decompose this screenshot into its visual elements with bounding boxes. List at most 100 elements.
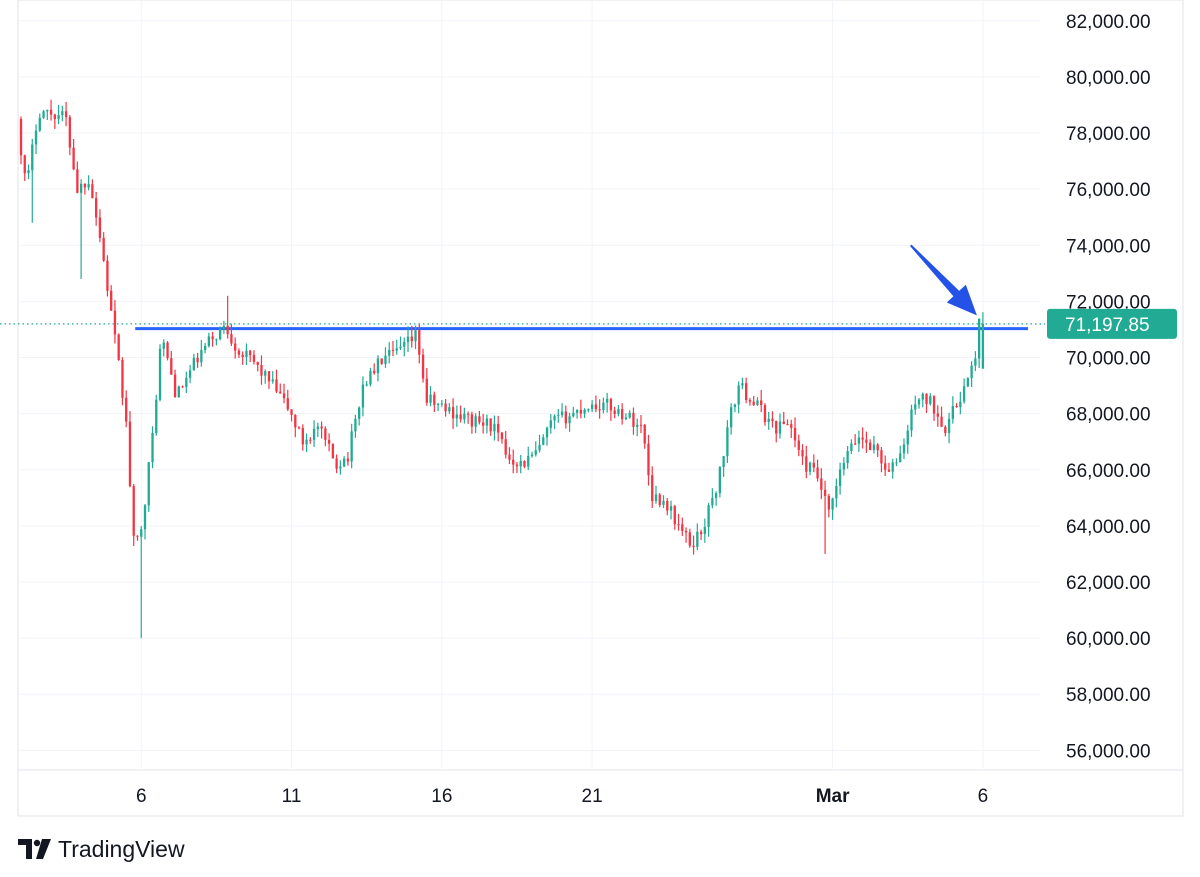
price-axis[interactable]: 82,000.00 80,000.00 78,000.00 76,000.00 74,0… [1066,12,1151,763]
candle-body [579,410,583,414]
candle-body [583,409,586,414]
candle-down [771,411,774,428]
candle-body [410,336,413,342]
candle-down [173,369,177,398]
candle-up [714,491,718,506]
candle-down [249,349,252,363]
candle-up [369,367,372,387]
candle-up [79,179,83,279]
candle-body [910,409,913,431]
candle-up [151,426,154,469]
time-tick-label: 11 [282,786,302,807]
candle-body [835,486,838,499]
candle-down [466,411,470,424]
candle-body [421,354,425,379]
candle-body [327,439,331,444]
candle-down [19,116,23,165]
candle-up [361,376,365,417]
candle-body [891,462,894,472]
candle-body [932,396,936,414]
candle-down [684,527,688,543]
candle-up [485,414,489,434]
candle-down [444,399,447,417]
candle-body [797,440,800,450]
candle-body [211,336,214,340]
tradingview-branding[interactable]: TradingView [18,832,185,866]
candle-body [433,394,436,405]
candle-body [436,403,440,405]
candle-body [301,428,304,445]
candle-body [936,413,939,417]
candle-body [470,414,474,427]
candle-body [790,424,793,428]
candle-down [936,405,939,427]
candle-down [564,405,567,429]
candle-body [587,409,590,411]
candle-down [688,528,691,548]
candle-down [940,406,943,427]
candle-up [729,403,733,435]
candle-body [512,459,515,465]
candle-body [684,530,688,533]
candle-body [222,325,226,329]
candle-up [519,454,522,474]
candle-down [346,452,350,466]
candle-body [177,386,180,398]
candle-body [632,412,635,427]
candle-down [955,403,958,408]
candle-body [256,361,259,365]
candle-body [76,169,79,193]
candle-up [970,361,973,388]
time-tick-label: 6 [136,786,147,807]
candle-body [568,416,571,424]
candle-body [113,310,117,335]
candle-body [188,370,192,378]
candle-body [373,370,376,374]
time-axis[interactable]: 6 11 16 21 Mar 6 [136,786,988,807]
candle-up [406,326,410,353]
candle-down [327,433,331,452]
candle-body [872,444,876,451]
candle-body [538,444,541,451]
candle-down [241,351,244,365]
candle-up [741,377,744,390]
candle-down [275,369,278,394]
time-tick-label: Mar [816,786,850,807]
candle-up [654,485,658,504]
candle-up [365,380,368,387]
candle-down [211,331,214,347]
candle-up [185,371,188,393]
candle-up [339,460,342,475]
price-tick-label: 76,000.00 [1066,180,1151,201]
candle-down [49,99,53,121]
candle-body [609,398,613,411]
candle-body [977,318,981,359]
candle-down [579,399,583,419]
candle-body [264,371,267,376]
candle-body [782,421,785,425]
candle-down [181,385,184,388]
candle-up [264,369,267,384]
candlestick-series [19,99,985,639]
arrow-shape[interactable] [910,244,977,316]
candle-down [512,449,515,474]
candle-body [902,444,906,454]
candle-down [113,300,117,344]
candle-up [703,518,707,543]
candle-up [57,104,60,125]
annotation-arrow[interactable] [910,244,977,316]
candle-up [143,503,147,540]
candle-up [545,426,549,446]
candle-up [42,109,45,119]
candle-body [350,431,353,462]
candle-down [282,383,286,404]
candle-body [917,399,921,405]
candle-body [842,463,846,470]
candle-down [132,483,135,547]
price-tick-label: 56,000.00 [1066,741,1151,762]
candle-body [865,439,868,443]
candle-body [793,427,797,441]
candle-body [688,532,691,546]
candle-body [692,545,695,547]
